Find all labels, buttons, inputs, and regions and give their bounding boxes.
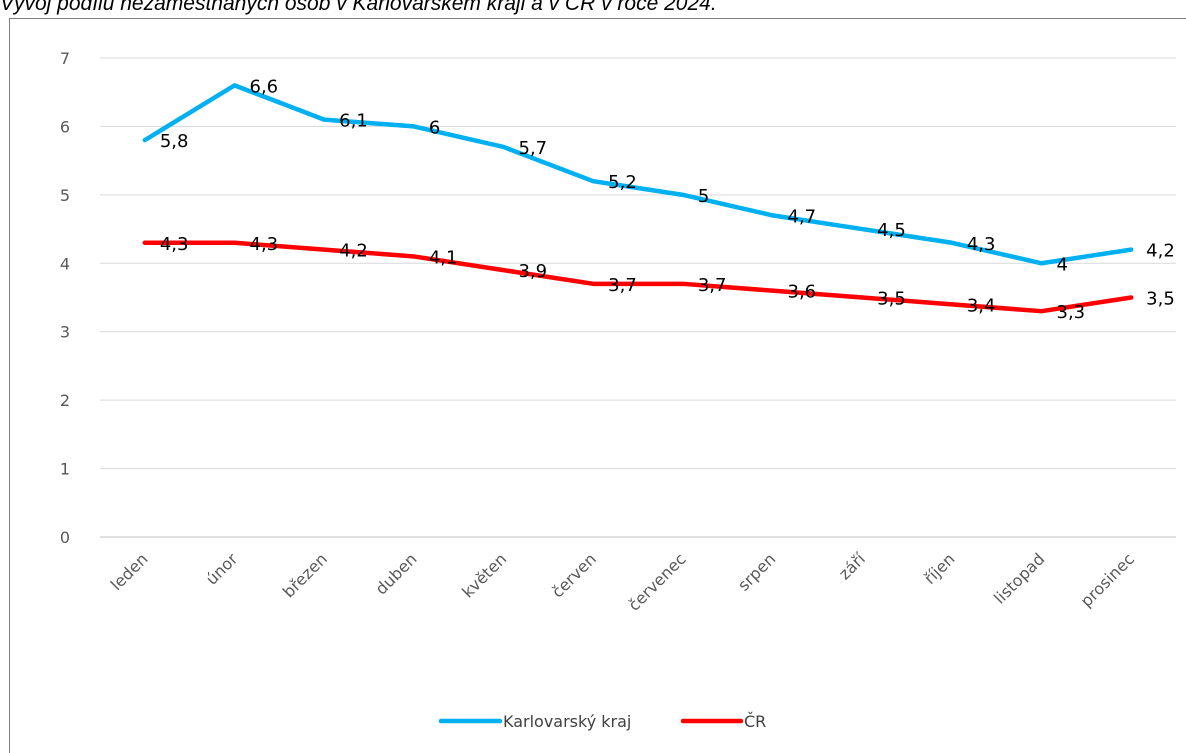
x-tick-label: květen: [458, 549, 510, 601]
x-tick-label: prosinec: [1077, 549, 1138, 610]
x-tick-label: červenec: [624, 549, 689, 614]
data-label: 3,4: [967, 295, 996, 316]
data-label: 5: [698, 186, 709, 207]
data-label: 3,6: [788, 282, 817, 303]
y-tick-label: 0: [60, 528, 70, 547]
data-label: 3,9: [519, 261, 548, 282]
x-tick-label: březen: [279, 549, 331, 601]
data-label: 4,3: [250, 234, 279, 255]
data-label: 5,8: [160, 131, 189, 152]
data-label: 6,1: [339, 111, 368, 132]
x-tick-label: duben: [372, 549, 421, 598]
data-label: 3,3: [1057, 302, 1086, 323]
x-tick-label: únor: [202, 549, 242, 589]
data-label: 3,7: [698, 275, 727, 296]
data-label: 4,3: [160, 234, 189, 255]
data-label: 3,5: [877, 289, 906, 310]
data-label: 6: [429, 117, 440, 138]
x-tick-label: listopad: [990, 549, 1048, 607]
y-tick-label: 6: [60, 117, 70, 136]
y-tick-label: 5: [60, 186, 70, 205]
x-tick-label: srpen: [734, 549, 779, 594]
chart-title: Vývoj podílu nezaměstnaných osob v Karlo…: [0, 0, 717, 15]
data-label: 6,6: [250, 76, 279, 97]
x-tick-label: září: [835, 549, 869, 583]
y-tick-label: 1: [60, 460, 70, 479]
data-label: 5,2: [608, 172, 637, 193]
y-tick-label: 3: [60, 323, 70, 342]
x-tick-label: říjen: [920, 549, 959, 588]
data-label: 5,7: [519, 138, 548, 159]
legend-label: Karlovarský kraj: [503, 712, 631, 731]
data-label: 4,2: [339, 241, 368, 262]
series-line-karlovarsky-kraj: [142, 83, 1134, 266]
data-label: 3,5: [1146, 289, 1175, 310]
series-line-cr: [142, 240, 1134, 314]
y-tick-label: 2: [60, 391, 70, 410]
data-label: 4,2: [1146, 241, 1175, 262]
data-label: 4,3: [967, 234, 996, 255]
x-tick-label: červen: [548, 549, 600, 601]
chart-frame: [9, 18, 1186, 753]
y-tick-label: 7: [60, 49, 70, 68]
data-label: 4,5: [877, 220, 906, 241]
data-label: 3,7: [608, 275, 637, 296]
data-label: 4,7: [788, 206, 817, 227]
y-tick-label: 4: [60, 254, 70, 273]
data-label: 4,1: [429, 247, 458, 268]
x-tick-label: leden: [107, 549, 152, 594]
legend-label: ČR: [744, 712, 766, 731]
data-label: 4: [1057, 254, 1068, 275]
